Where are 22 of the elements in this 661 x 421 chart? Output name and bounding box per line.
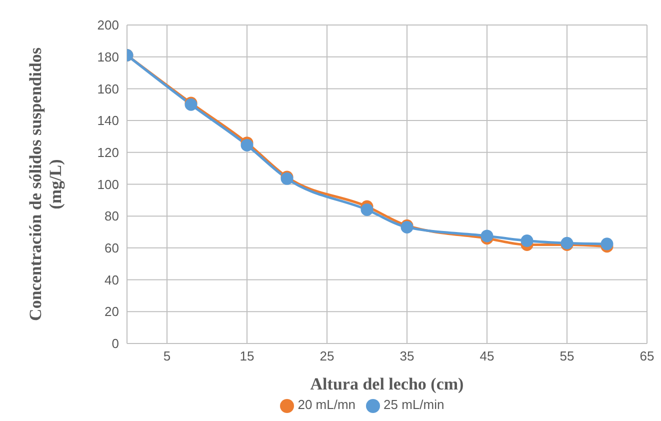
y-tick-label: 100 [97, 176, 119, 192]
y-tick-label: 80 [104, 208, 119, 224]
legend-label: 20 mL/mn [298, 397, 356, 412]
y-tick-label: 40 [104, 272, 119, 288]
y-tick-label: 140 [97, 113, 119, 128]
y-tick-label: 160 [97, 81, 119, 96]
y-tick-label: 180 [97, 49, 119, 64]
x-tick-label: 15 [240, 348, 254, 364]
y-tick-label: 60 [104, 240, 119, 256]
legend-label: 25 mL/min [384, 397, 444, 412]
y-axis-title: Concentración de sólidos suspendidos (mg/L) [26, 47, 65, 321]
x-axis-title: Altura del lecho (cm) [310, 374, 464, 394]
y-tick-label: 0 [112, 336, 119, 352]
y-tick-label: 20 [104, 304, 119, 320]
y-tick-label: 120 [97, 144, 119, 160]
x-tick-label: 5 [163, 348, 171, 364]
x-tick-label: 25 [320, 348, 334, 364]
x-tick-label: 35 [400, 348, 414, 364]
x-tick-label: 45 [480, 348, 494, 364]
x-tick-label: 55 [560, 348, 574, 364]
x-tick-label: 65 [640, 348, 654, 364]
y-tick-label: 200 [97, 18, 119, 33]
